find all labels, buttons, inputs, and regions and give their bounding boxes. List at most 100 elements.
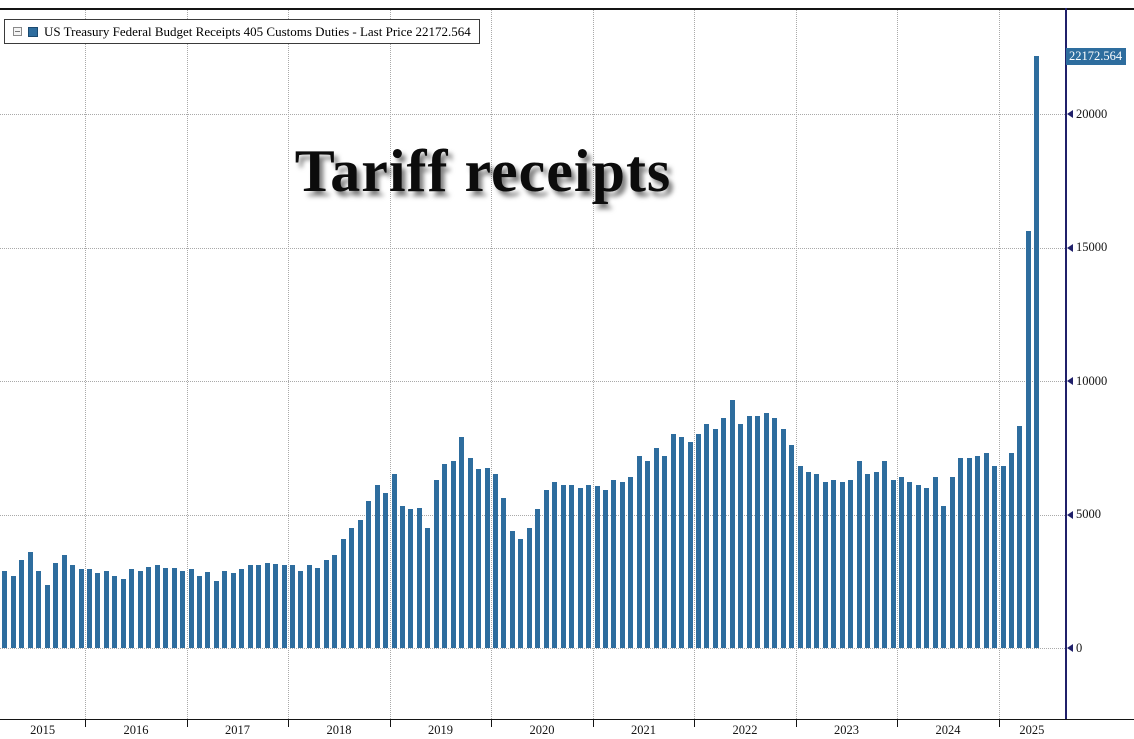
- bar: [467, 458, 473, 648]
- bar: [915, 485, 921, 648]
- bar: [357, 519, 363, 648]
- h-gridline: [0, 247, 1065, 249]
- tick-arrow-icon: [1067, 644, 1073, 652]
- bar: [899, 477, 905, 648]
- bar: [577, 487, 583, 648]
- bar: [196, 575, 202, 648]
- bar: [839, 482, 845, 648]
- x-axis-tick: [694, 719, 696, 727]
- x-year-label: 2021: [631, 723, 657, 737]
- bar: [755, 415, 761, 648]
- bar: [780, 429, 786, 648]
- bar: [932, 477, 938, 648]
- bar: [247, 565, 253, 648]
- bar: [586, 485, 592, 648]
- y-tick-label: 0: [1076, 640, 1083, 655]
- last-price-tag: 22172.564: [1066, 47, 1127, 65]
- bar: [27, 551, 33, 648]
- chart-title: Tariff receipts: [294, 138, 672, 204]
- bar: [645, 461, 651, 648]
- bar: [949, 477, 955, 648]
- top-border-line: [0, 8, 1134, 10]
- v-gridline: [288, 8, 290, 719]
- bar: [78, 569, 84, 648]
- bar: [95, 573, 101, 648]
- tick-arrow-icon: [1067, 243, 1073, 252]
- y-axis: 0 5000 10000 15000 20000: [1065, 0, 1134, 719]
- bar: [907, 482, 913, 648]
- bar: [569, 485, 575, 648]
- bar: [112, 575, 118, 648]
- bar: [315, 567, 321, 648]
- legend-collapse-icon[interactable]: [13, 27, 22, 36]
- x-axis-tick: [85, 719, 87, 727]
- x-year-label: 2017: [225, 723, 251, 737]
- bar: [958, 458, 964, 648]
- v-gridline: [491, 8, 493, 719]
- bar: [239, 569, 245, 648]
- bar: [738, 423, 744, 648]
- bar: [1017, 426, 1023, 648]
- bar: [746, 415, 752, 648]
- bar: [391, 474, 397, 648]
- y-tick-label: 20000: [1076, 106, 1108, 121]
- bar: [256, 565, 262, 648]
- bar: [2, 570, 8, 648]
- x-axis-tick: [186, 719, 188, 727]
- x-axis-tick: [592, 719, 594, 727]
- bar: [332, 554, 338, 648]
- bar: [383, 493, 389, 648]
- x-axis-tick: [491, 719, 493, 727]
- bar: [687, 442, 693, 648]
- bar: [306, 565, 312, 648]
- bar: [323, 559, 329, 648]
- bar: [120, 578, 126, 648]
- bar: [10, 575, 16, 648]
- tick-arrow-icon: [1067, 110, 1073, 118]
- bar: [822, 482, 828, 648]
- bar: [340, 538, 346, 648]
- x-year-label: 2020: [529, 723, 555, 737]
- bar: [679, 437, 685, 648]
- bar: [399, 506, 405, 648]
- bar: [264, 562, 270, 648]
- bar: [1034, 55, 1040, 648]
- plot-area: [0, 8, 1065, 719]
- v-gridline: [694, 8, 696, 719]
- bar: [552, 482, 558, 648]
- bar: [163, 567, 169, 648]
- tick-arrow-icon: [1067, 377, 1073, 385]
- bar: [61, 554, 67, 648]
- bar: [873, 471, 879, 648]
- x-axis: 2015 2016 2017 2018 2019 2020 2021 2022 2023 2024…: [0, 719, 1134, 739]
- bar: [450, 461, 456, 648]
- x-year-label: 2018: [326, 723, 352, 737]
- bar: [805, 471, 811, 648]
- bar: [924, 487, 930, 648]
- bar: [983, 453, 989, 648]
- x-year-label: 2024: [935, 723, 961, 737]
- v-gridline: [795, 8, 797, 719]
- bar: [36, 570, 42, 648]
- v-gridline: [186, 8, 188, 719]
- bar: [535, 509, 541, 648]
- v-gridline: [85, 8, 87, 719]
- bar: [670, 434, 676, 648]
- bar: [636, 455, 642, 648]
- bar: [560, 485, 566, 648]
- bar: [374, 485, 380, 648]
- bar: [129, 569, 135, 648]
- legend[interactable]: US Treasury Federal Budget Receipts 405 …: [4, 19, 480, 44]
- bar: [619, 482, 625, 648]
- y-axis-tick: 0: [1067, 641, 1082, 655]
- bar: [213, 581, 219, 648]
- y-tick-label: 15000: [1076, 240, 1108, 254]
- bar: [137, 570, 143, 648]
- x-axis-tick: [897, 719, 899, 727]
- bar: [230, 573, 236, 648]
- bar: [188, 569, 194, 648]
- bar: [222, 570, 228, 648]
- bar: [416, 507, 422, 648]
- bar: [890, 479, 896, 648]
